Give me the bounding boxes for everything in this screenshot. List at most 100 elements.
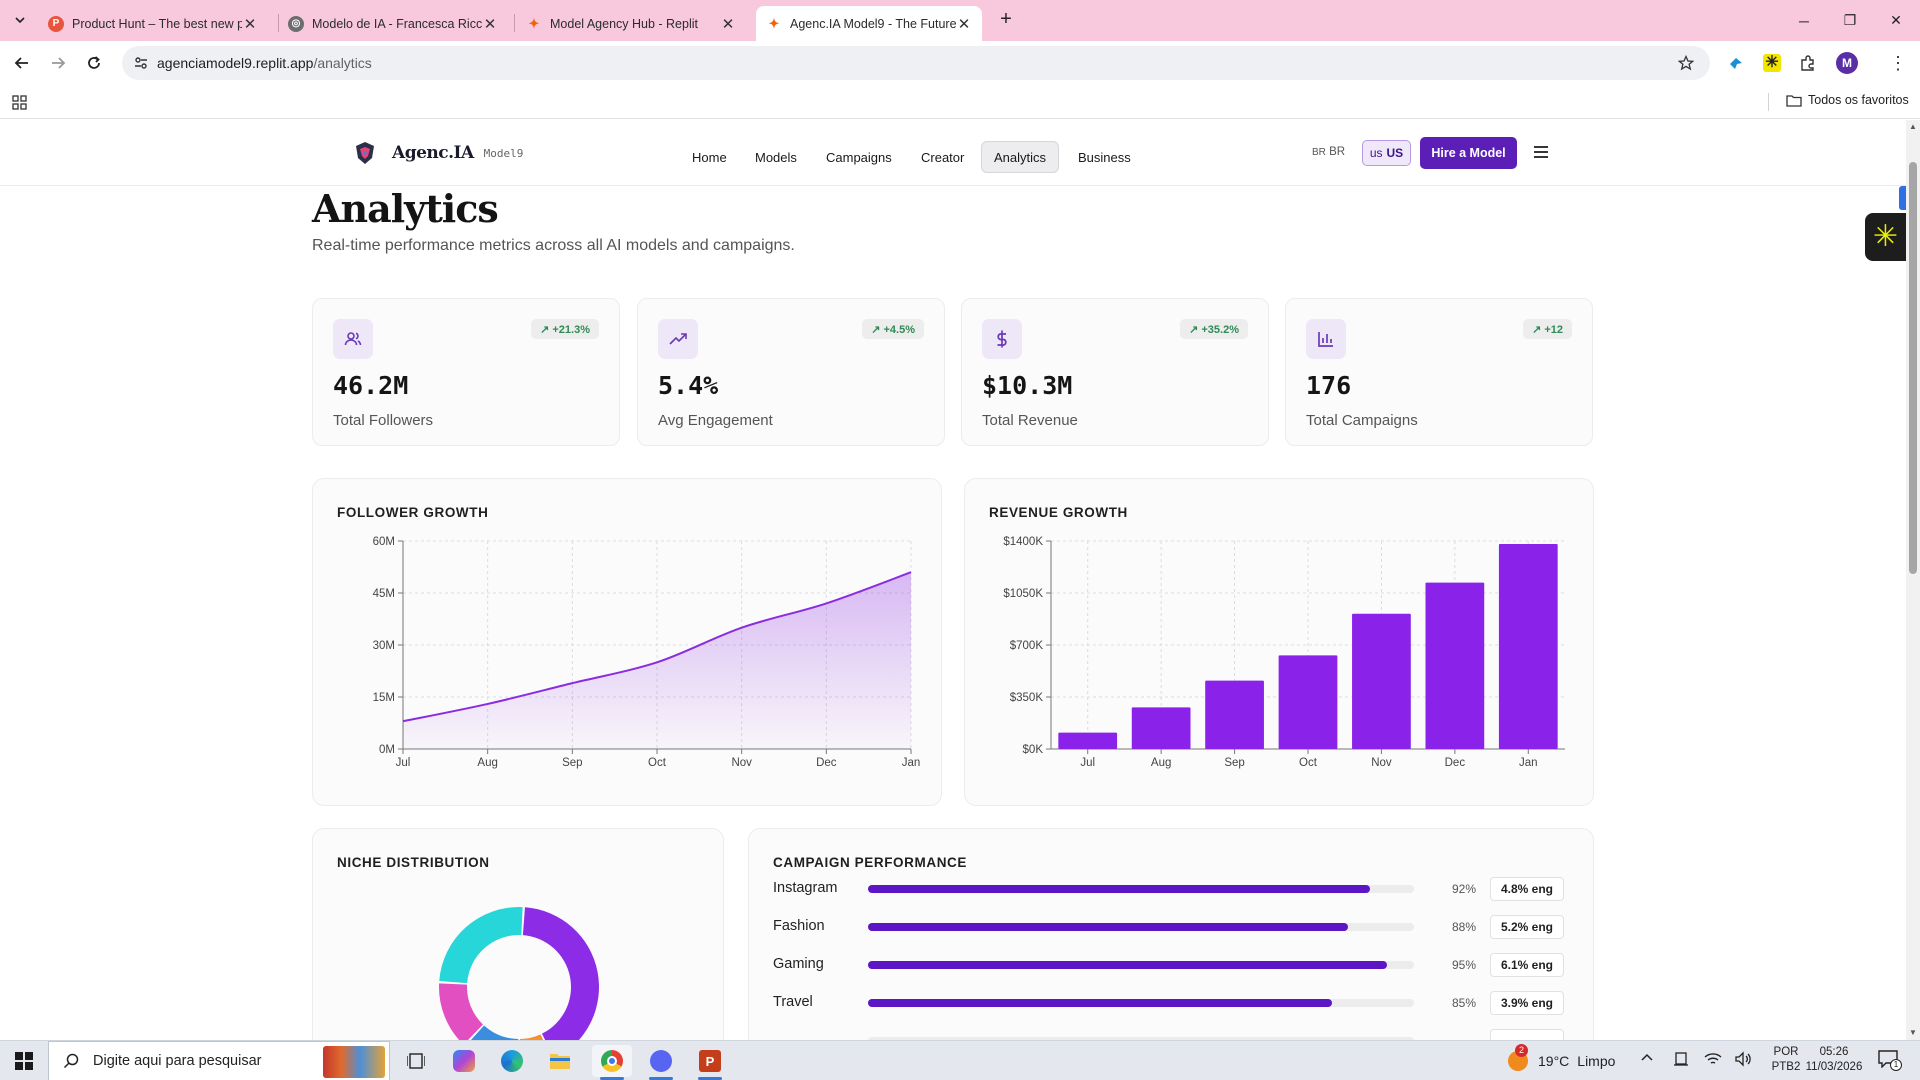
back-button[interactable] bbox=[8, 49, 36, 77]
puzzle-icon bbox=[1801, 55, 1814, 71]
forward-button[interactable] bbox=[44, 49, 72, 77]
browser-tab-1[interactable]: P Product Hunt – The best new p ✕ bbox=[38, 6, 268, 41]
nav-label: Models bbox=[755, 149, 797, 165]
engagement-badge: 6.1% eng bbox=[1490, 953, 1564, 977]
browser-tab-2[interactable]: ◎ Modelo de IA - Francesca Ricci ✕ bbox=[278, 6, 508, 41]
address-bar[interactable]: agenciamodel9.replit.app/analytics bbox=[122, 46, 1710, 80]
folder-icon bbox=[1786, 94, 1802, 107]
kpi-label: Avg Engagement bbox=[658, 412, 773, 429]
arrow-left-icon bbox=[14, 57, 28, 69]
floating-assistant-button[interactable]: ✳ bbox=[1865, 213, 1906, 261]
weather-badge: 2 bbox=[1515, 1044, 1528, 1057]
input-language-button[interactable]: POR PTB2 bbox=[1766, 1045, 1806, 1075]
nav-creator[interactable]: Creator bbox=[909, 141, 976, 173]
y-tick-label: 30M bbox=[373, 640, 395, 652]
campaign-percent: 88% bbox=[1451, 920, 1476, 934]
nav-models[interactable]: Models bbox=[743, 141, 809, 173]
scroll-down-arrow-icon[interactable]: ▼ bbox=[1909, 1028, 1917, 1037]
dollar-icon bbox=[982, 319, 1022, 359]
change-badge: ↗ +35.2% bbox=[1180, 319, 1248, 339]
network-button[interactable] bbox=[1704, 1051, 1722, 1067]
nav-home[interactable]: Home bbox=[680, 141, 739, 173]
tray-device-icon[interactable] bbox=[1673, 1051, 1689, 1067]
asterisk-widget-icon: ✳ bbox=[1872, 220, 1899, 253]
copilot-app[interactable] bbox=[444, 1045, 484, 1077]
chrome-app[interactable] bbox=[592, 1045, 632, 1080]
minimize-button[interactable]: ─ bbox=[1799, 12, 1809, 29]
notifications-button[interactable]: 1 bbox=[1878, 1050, 1902, 1071]
restore-button[interactable]: ❐ bbox=[1843, 12, 1857, 28]
engagement-badge: 5.2% eng bbox=[1490, 915, 1564, 939]
weather-widget[interactable]: 2 19°C Limpo bbox=[1508, 1044, 1615, 1071]
new-tab-button[interactable]: + bbox=[1000, 8, 1012, 30]
extension-asterisk-button[interactable]: ✳ bbox=[1758, 49, 1786, 77]
site-logo[interactable]: Agenc.IA Model9 bbox=[352, 140, 523, 166]
discord-app[interactable] bbox=[641, 1045, 681, 1080]
kpi-value: 176 bbox=[1306, 371, 1352, 400]
extension-puzzle-bird-button[interactable] bbox=[1722, 49, 1750, 77]
nav-label: Home bbox=[692, 149, 727, 165]
hire-a-model-button[interactable]: Hire a Model bbox=[1420, 137, 1517, 169]
page-title: Analytics bbox=[312, 186, 499, 231]
volume-button[interactable] bbox=[1734, 1051, 1752, 1067]
url-path: /analytics bbox=[313, 55, 372, 71]
x-tick-label: Oct bbox=[648, 757, 667, 769]
tab-title: Product Hunt – The best new p bbox=[72, 16, 242, 31]
close-icon[interactable]: ✕ bbox=[721, 15, 735, 33]
taskbar-search-box[interactable]: Digite aqui para pesquisar bbox=[48, 1041, 390, 1080]
site-menu-button[interactable] bbox=[1533, 145, 1549, 159]
bookmark-star-icon[interactable] bbox=[1678, 55, 1694, 71]
close-icon[interactable]: ✕ bbox=[243, 15, 257, 33]
nav-label: Creator bbox=[921, 149, 965, 165]
nav-business[interactable]: Business bbox=[1066, 141, 1143, 173]
apps-grid-icon[interactable] bbox=[12, 95, 27, 110]
scrollbar-thumb[interactable] bbox=[1909, 162, 1917, 574]
edge-app[interactable] bbox=[492, 1045, 532, 1077]
close-icon[interactable]: ✕ bbox=[483, 15, 497, 33]
page-scrollbar[interactable]: ▲ ▼ bbox=[1906, 120, 1920, 1040]
file-explorer-app[interactable] bbox=[540, 1045, 580, 1077]
avatar-initial: M bbox=[1842, 56, 1852, 70]
tray-overflow-button[interactable] bbox=[1640, 1051, 1654, 1065]
replit-icon: ✦ bbox=[768, 15, 780, 31]
close-icon[interactable]: ✕ bbox=[957, 15, 971, 33]
close-window-button[interactable]: ✕ bbox=[1890, 12, 1902, 28]
reload-button[interactable] bbox=[80, 49, 108, 77]
nav-analytics[interactable]: Analytics bbox=[981, 141, 1060, 173]
extensions-button[interactable] bbox=[1794, 49, 1822, 77]
browser-tab-active[interactable]: ✦ Agenc.IA Model9 - The Future c ✕ bbox=[756, 6, 982, 41]
y-tick-label: $700K bbox=[1010, 640, 1044, 652]
lang-br-label: BR bbox=[1329, 146, 1346, 158]
arrow-right-icon bbox=[52, 57, 66, 69]
follower-growth-card: FOLLOWER GROWTH 0M 15M 30M 45M 60M Jul Aug Sep O… bbox=[312, 478, 942, 806]
speaker-icon bbox=[1735, 1051, 1751, 1067]
users-icon bbox=[333, 319, 373, 359]
lang-us-button[interactable]: us US bbox=[1362, 140, 1411, 166]
url-text[interactable]: agenciamodel9.replit.app/analytics bbox=[157, 55, 372, 71]
tab-search-button[interactable] bbox=[8, 8, 32, 32]
browser-menu-button[interactable]: ⋮ bbox=[1884, 49, 1912, 77]
powerpoint-app[interactable]: P bbox=[690, 1045, 730, 1080]
campaign-percent: 85% bbox=[1451, 996, 1476, 1010]
logo-text: Agenc.IA bbox=[392, 143, 474, 163]
asterisk-extension-icon: ✳ bbox=[1763, 54, 1781, 72]
x-tick-label: Dec bbox=[816, 757, 837, 769]
lang-us-code: us bbox=[1369, 146, 1383, 160]
browser-tab-3[interactable]: ✦ Model Agency Hub - Replit ✕ bbox=[516, 6, 746, 41]
profile-button[interactable]: M bbox=[1833, 49, 1861, 77]
site-info-icon[interactable] bbox=[134, 56, 148, 70]
url-host: agenciamodel9.replit.app bbox=[157, 55, 314, 71]
all-bookmarks-folder[interactable]: Todos os favoritos bbox=[1786, 93, 1909, 107]
nav-campaigns[interactable]: Campaigns bbox=[814, 141, 904, 173]
kpi-label: Total Revenue bbox=[982, 412, 1078, 429]
task-view-button[interactable] bbox=[396, 1045, 436, 1077]
clock[interactable]: 05:26 11/03/2026 bbox=[1800, 1045, 1868, 1075]
temperature: 19°C bbox=[1538, 1053, 1570, 1069]
start-button[interactable] bbox=[4, 1045, 44, 1077]
notification-icon bbox=[1878, 1050, 1898, 1068]
lang-br-button[interactable]: BR BR bbox=[1312, 146, 1345, 158]
logo-mark-icon bbox=[356, 142, 374, 164]
y-tick-label: 60M bbox=[373, 536, 395, 548]
browser-tab-bar: P Product Hunt – The best new p ✕ ◎ Mode… bbox=[0, 0, 1920, 41]
scroll-up-arrow-icon[interactable]: ▲ bbox=[1909, 122, 1917, 131]
